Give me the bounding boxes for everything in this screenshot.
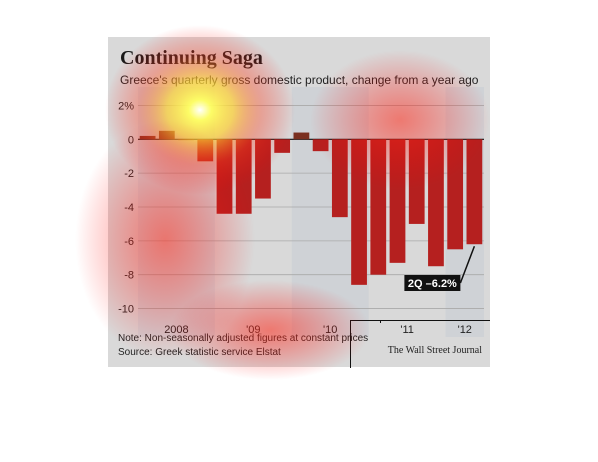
x-tick-label: '11	[400, 324, 414, 336]
bar	[235, 139, 252, 214]
callout-frame-tick	[380, 320, 381, 323]
bar	[466, 139, 483, 245]
bar	[255, 139, 271, 199]
bar	[216, 139, 233, 214]
bar	[312, 139, 329, 152]
bar	[370, 139, 387, 275]
y-tick-label: -2	[124, 168, 134, 180]
bar	[389, 139, 406, 263]
bar	[274, 139, 291, 153]
chart-note: Note: Non-seasonally adjusted figures at…	[118, 333, 369, 344]
chart-source: Source: Greek statistic service Elstat	[118, 347, 281, 358]
year-band	[138, 87, 215, 337]
y-tick-label: -10	[118, 304, 134, 316]
bar	[197, 139, 214, 162]
callout-frame-left	[350, 320, 351, 368]
y-tick-label: 0	[128, 134, 134, 146]
callout-label: 2Q –6.2%	[408, 278, 457, 290]
bar	[178, 139, 194, 141]
publisher-credit: The Wall Street Journal	[387, 345, 482, 356]
y-tick-label: -8	[124, 270, 134, 282]
chart-panel: Continuing Saga Greece's quarterly gross…	[108, 37, 490, 367]
y-tick-label: -4	[124, 202, 134, 214]
bar	[351, 139, 367, 285]
bar	[331, 139, 348, 218]
bar	[293, 132, 310, 140]
bar	[428, 139, 444, 267]
bar	[139, 135, 156, 140]
y-tick-label: 2%	[118, 100, 134, 112]
bar	[158, 130, 175, 140]
callout-leader	[459, 245, 476, 284]
bar	[408, 139, 425, 224]
callout-frame-top	[350, 320, 490, 321]
callout-box	[404, 275, 461, 291]
bar	[447, 139, 464, 250]
y-tick-label: -6	[124, 236, 134, 248]
x-tick-label: '12	[458, 324, 472, 336]
